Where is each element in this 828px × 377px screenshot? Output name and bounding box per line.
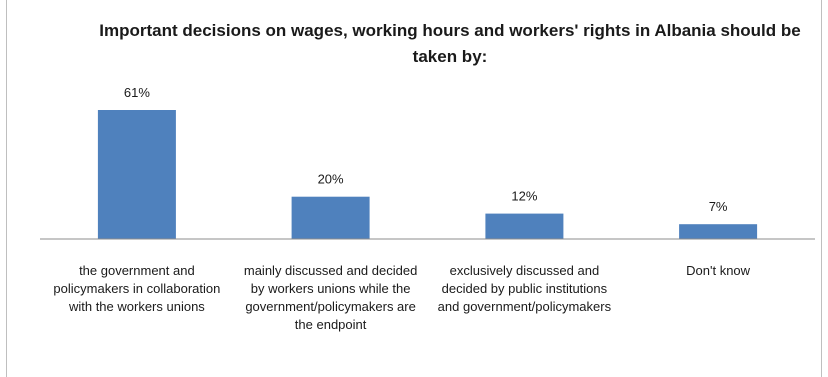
- bar-3: [485, 213, 564, 239]
- category-label-2: mainly discussed and decided by workers …: [243, 263, 418, 332]
- chart-title: Important decisions on wages, working ho…: [99, 21, 801, 66]
- category-label-3: exclusively discussed and decided by pub…: [437, 263, 612, 314]
- category-label-4: Don't know: [686, 263, 751, 278]
- data-label-1: 61%: [124, 85, 150, 100]
- category-label-1: the government and policymakers in colla…: [53, 263, 221, 314]
- data-label-4: 7%: [709, 199, 728, 214]
- data-label-2: 20%: [318, 172, 344, 187]
- chart-frame: [6, 0, 822, 377]
- bar-1: [97, 110, 176, 239]
- bar-4: [679, 224, 758, 239]
- bar-2: [291, 196, 370, 239]
- data-label-3: 12%: [511, 189, 537, 204]
